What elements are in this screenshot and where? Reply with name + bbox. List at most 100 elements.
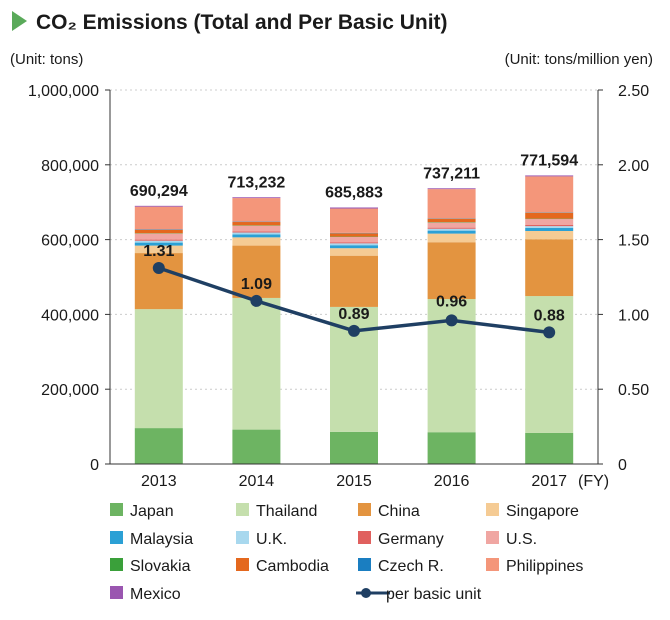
bar-segment-japan <box>232 429 281 464</box>
line-point <box>250 294 263 307</box>
legend-label-germany: Germany <box>378 531 444 548</box>
bar-total-label: 771,594 <box>520 152 578 169</box>
bar-segment-mexico <box>134 205 183 207</box>
bar-segment-china <box>525 239 574 297</box>
right-axis-unit: (Unit: tons/million yen) <box>505 51 653 68</box>
bar-segment-philippines <box>525 176 574 213</box>
line-value-label: 0.89 <box>338 306 369 323</box>
bar-segment-philippines <box>232 198 281 222</box>
bar-segment-u-k- <box>330 243 378 246</box>
legend-swatch-germany <box>358 531 371 544</box>
bar-segment-cambodia <box>232 222 281 226</box>
bar-segment-mexico <box>427 188 476 190</box>
y2-tick-label: 1.00 <box>618 307 649 324</box>
line-point <box>152 262 165 275</box>
bar-segment-cambodia <box>427 218 476 223</box>
legend-swatch-cambodia <box>236 558 249 571</box>
bar-segment-china <box>427 242 476 300</box>
legend: Japan Thailand China Singapore Malaysia U.K. G… <box>110 503 583 603</box>
line-value-label: 1.31 <box>143 243 174 260</box>
y-tick-label: 800,000 <box>41 158 99 175</box>
bar-segment-japan <box>330 431 378 464</box>
legend-label-malaysia: Malaysia <box>130 531 193 548</box>
bar-segment-singapore <box>232 237 281 246</box>
bar-segment-singapore <box>134 245 183 254</box>
bar-segment-germany <box>525 225 574 227</box>
x-tick-label: 2014 <box>239 473 275 490</box>
legend-swatch-philippines <box>486 558 499 571</box>
legend-swatch-singapore <box>486 503 499 516</box>
bar-total-label: 690,294 <box>130 183 188 200</box>
legend-label-thailand: Thailand <box>256 503 317 520</box>
title-marker-icon <box>12 11 27 31</box>
legend-swatch-thailand <box>236 503 249 516</box>
bar-total-label: 713,232 <box>227 174 285 191</box>
legend-label-china: China <box>378 503 420 520</box>
bar-segment-u-s- <box>525 219 574 226</box>
line-value-label: 0.96 <box>436 293 467 310</box>
x-axis-suffix: (FY) <box>578 473 609 490</box>
bar-segment-mexico <box>232 197 281 199</box>
bar-segment-u-k- <box>427 228 476 231</box>
legend-label-cambodia: Cambodia <box>256 558 329 575</box>
x-tick-label: 2013 <box>141 473 177 490</box>
y2-tick-label: 0.50 <box>618 382 649 399</box>
line-value-label: 1.09 <box>241 276 272 293</box>
bar-segment-u-k- <box>134 240 183 243</box>
bar-segment-germany <box>134 239 183 241</box>
bar-segment-malaysia <box>134 242 183 246</box>
bar-segment-germany <box>427 227 476 229</box>
line-value-label: 0.88 <box>534 307 565 324</box>
bar-segment-cambodia <box>330 233 378 237</box>
bar-segment-malaysia <box>330 245 378 249</box>
legend-swatch-china <box>358 503 371 516</box>
legend-label-philippines: Philippines <box>506 558 583 575</box>
y2-tick-label: 2.50 <box>618 83 649 100</box>
bar-segment-japan <box>134 428 183 464</box>
bar-segment-u-k- <box>232 232 281 235</box>
bar-segment-germany <box>232 231 281 233</box>
legend-swatch-japan <box>110 503 123 516</box>
y-tick-label: 600,000 <box>41 233 99 250</box>
legend-swatch-czech-r <box>358 558 371 571</box>
bar-segment-cambodia <box>525 212 574 219</box>
bar-segment-china <box>232 245 281 298</box>
bar-segment-singapore <box>427 233 476 243</box>
bar-segment-malaysia <box>232 234 281 238</box>
y-tick-label: 400,000 <box>41 307 99 324</box>
y2-tick-label: 1.50 <box>618 233 649 250</box>
y-tick-label: 1,000,000 <box>28 83 99 100</box>
axes: 0 200,000 400,000 600,000 800,000 1,000,000 0 0… <box>28 83 649 490</box>
bar-total-label: 685,883 <box>325 184 383 201</box>
bar-segment-u-s- <box>134 233 183 240</box>
bar-segment-germany <box>330 242 378 244</box>
left-axis-unit: (Unit: tons) <box>10 51 83 68</box>
bar-segment-china <box>134 253 183 310</box>
line-point <box>543 326 556 339</box>
bar-segment-thailand <box>525 296 574 433</box>
legend-label-mexico: Mexico <box>130 586 181 603</box>
x-tick-label: 2017 <box>531 473 567 490</box>
bar-segment-philippines <box>330 208 378 233</box>
bar-segment-japan <box>427 432 476 464</box>
line-point <box>348 324 360 337</box>
legend-swatch-malaysia <box>110 531 123 544</box>
bar-segment-china <box>330 255 378 307</box>
bar-segment-mexico <box>525 175 574 177</box>
x-tick-label: 2016 <box>434 473 470 490</box>
legend-label-czech-r: Czech R. <box>378 558 444 575</box>
y2-tick-label: 2.00 <box>618 158 649 175</box>
bar-segment-singapore <box>330 248 378 256</box>
data-labels: 690,294 713,232 685,883 737,211 771,594 1.31 1… <box>130 152 578 324</box>
bar-segment-thailand <box>232 297 281 430</box>
y-tick-label: 200,000 <box>41 382 99 399</box>
legend-label-per-basic-unit: per basic unit <box>386 586 482 603</box>
bar-segment-mexico <box>330 207 378 209</box>
bar-segment-malaysia <box>525 228 574 231</box>
gridlines <box>110 89 598 390</box>
bar-segment-malaysia <box>427 230 476 234</box>
bar-segment-u-k- <box>525 226 574 229</box>
bar-segment-philippines <box>134 206 183 230</box>
bar-segment-cambodia <box>134 229 183 234</box>
